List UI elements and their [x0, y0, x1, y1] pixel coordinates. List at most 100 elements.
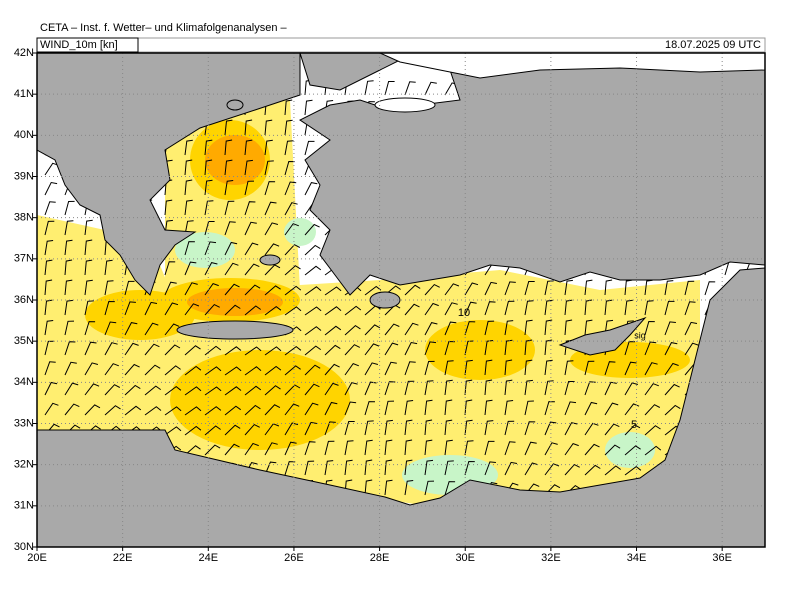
- wind-barb: [184, 445, 201, 456]
- wind-barb: [384, 419, 393, 436]
- wind-barb: [224, 139, 233, 156]
- wind-barb: [64, 382, 79, 396]
- wind-barb: [404, 480, 414, 496]
- wind-barb: [44, 402, 59, 416]
- wind-barb: [524, 300, 534, 316]
- x-tick-label: 22E: [113, 552, 133, 564]
- wind-barb: [384, 323, 400, 336]
- wind-barb: [224, 405, 241, 416]
- wind-barb: [64, 279, 73, 296]
- wind-barb: [624, 299, 633, 316]
- wind-barb: [604, 381, 617, 396]
- wind-barb: [244, 221, 257, 236]
- wind-barb: [44, 181, 58, 196]
- wind-barb: [264, 119, 273, 136]
- wind-barb: [584, 299, 593, 316]
- wind-barb: [324, 286, 342, 296]
- wind-barb: [104, 300, 115, 316]
- wind-barb: [304, 223, 320, 236]
- wind-barb: [464, 399, 473, 416]
- wind-barb: [64, 341, 76, 356]
- wind-barb: [164, 302, 179, 316]
- wind-barb: [264, 160, 274, 176]
- wind-barb: [224, 119, 233, 136]
- wind-barb: [164, 281, 177, 296]
- marmara-sea: [374, 97, 436, 113]
- wind-barb: [344, 324, 361, 336]
- wind-barb: [244, 263, 260, 276]
- wind-barb: [284, 223, 299, 236]
- wind-barb: [384, 361, 397, 376]
- wind-barb: [184, 406, 202, 416]
- wind-barb: [564, 401, 577, 416]
- shade-green: [605, 432, 655, 468]
- wind-barb: [44, 340, 55, 356]
- wind-barb: [484, 399, 493, 416]
- wind-barb: [644, 320, 655, 336]
- wind-barb: [524, 441, 537, 456]
- wind-barb: [164, 365, 181, 376]
- wind-barb: [204, 406, 222, 416]
- wind-barb: [564, 381, 575, 396]
- wind-barb: [44, 361, 56, 376]
- wind-barb: [604, 444, 621, 456]
- wind-barb: [164, 344, 181, 356]
- wind-barb: [284, 384, 301, 396]
- wind-barb: [244, 385, 262, 396]
- wind-barb: [404, 400, 414, 416]
- wind-barb: [624, 403, 640, 416]
- wind-barb: [44, 381, 58, 396]
- wind-barb: [424, 380, 434, 396]
- wind-barb: [84, 259, 93, 276]
- wind-barb: [184, 425, 202, 436]
- wind-barb: [284, 365, 301, 376]
- cyprus: [558, 316, 647, 356]
- wind-barb: [684, 342, 699, 356]
- y-tick-label: 34N: [14, 376, 34, 388]
- wind-barb: [184, 282, 198, 296]
- wind-barb: [204, 345, 222, 356]
- wind-barb: [204, 241, 217, 256]
- wind-barb: [464, 340, 474, 356]
- wind-barb: [184, 159, 193, 176]
- wind-barb: [244, 366, 262, 376]
- wind-barb: [544, 442, 558, 456]
- wind-barb: [684, 321, 698, 336]
- wind-barb: [244, 442, 259, 456]
- wind-barb: [644, 383, 659, 396]
- wind-barb: [184, 345, 201, 356]
- wind-barb: [104, 384, 121, 396]
- wind-barb: [504, 441, 516, 456]
- map-area: [37, 53, 765, 547]
- wind-barb: [324, 460, 334, 476]
- wind-barb: [144, 322, 159, 336]
- wind-barb: [324, 421, 336, 436]
- wind-barb: [564, 443, 579, 456]
- wind-barb: [284, 306, 302, 316]
- wind-barb: [484, 320, 495, 336]
- wind-barb: [84, 341, 97, 356]
- wind-barb: [384, 400, 395, 416]
- wind-barb: [64, 200, 75, 216]
- wind-barb: [284, 345, 302, 356]
- wind-barb: [284, 422, 299, 436]
- wind-barb: [164, 261, 176, 276]
- wind-barb: [284, 285, 302, 296]
- wind-barb: [664, 321, 676, 336]
- wind-barb: [484, 281, 497, 296]
- wind-barb: [104, 405, 121, 416]
- wind-barb: [644, 362, 658, 376]
- island: [226, 99, 244, 111]
- field-label: WIND_10m [kn]: [40, 39, 118, 51]
- wind-barb: [184, 241, 195, 256]
- wind-barb: [204, 139, 213, 156]
- wind-barb: [264, 365, 282, 376]
- wind-barb: [404, 303, 420, 316]
- y-tick-label: 39N: [14, 170, 34, 182]
- wind-barb: [544, 359, 553, 376]
- wind-barb: [344, 344, 361, 356]
- wind-barb: [204, 283, 219, 296]
- wind-barb: [484, 340, 494, 356]
- shade-green: [284, 218, 316, 246]
- wind-barb: [604, 361, 616, 376]
